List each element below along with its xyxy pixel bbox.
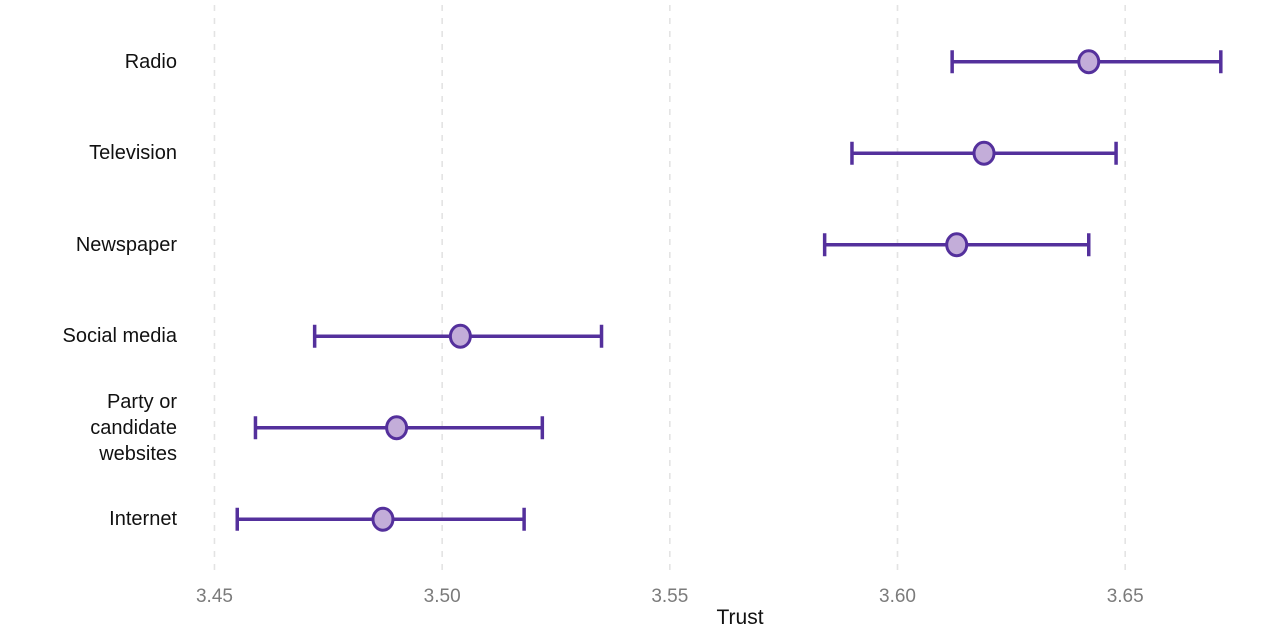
category-label: Party or candidate websites xyxy=(90,390,177,465)
category-label: Newspaper xyxy=(75,233,177,256)
point-marker xyxy=(371,506,395,532)
point-marker xyxy=(1077,49,1101,75)
x-tick-label: 3.50 xyxy=(424,586,461,607)
category-label: Television xyxy=(89,142,177,165)
point-marker xyxy=(385,415,409,441)
x-axis-label: Trust xyxy=(716,606,764,629)
x-tick-label: 3.45 xyxy=(196,586,233,607)
category-label: Social media xyxy=(62,325,177,348)
x-tick-label: 3.60 xyxy=(879,586,916,607)
category-label: Radio xyxy=(124,50,177,73)
category-label: Internet xyxy=(109,508,177,531)
point-marker xyxy=(972,140,996,166)
x-tick-label: 3.65 xyxy=(1107,586,1144,607)
point-marker xyxy=(448,323,472,349)
point-marker xyxy=(945,232,969,258)
x-tick-label: 3.55 xyxy=(651,586,688,607)
